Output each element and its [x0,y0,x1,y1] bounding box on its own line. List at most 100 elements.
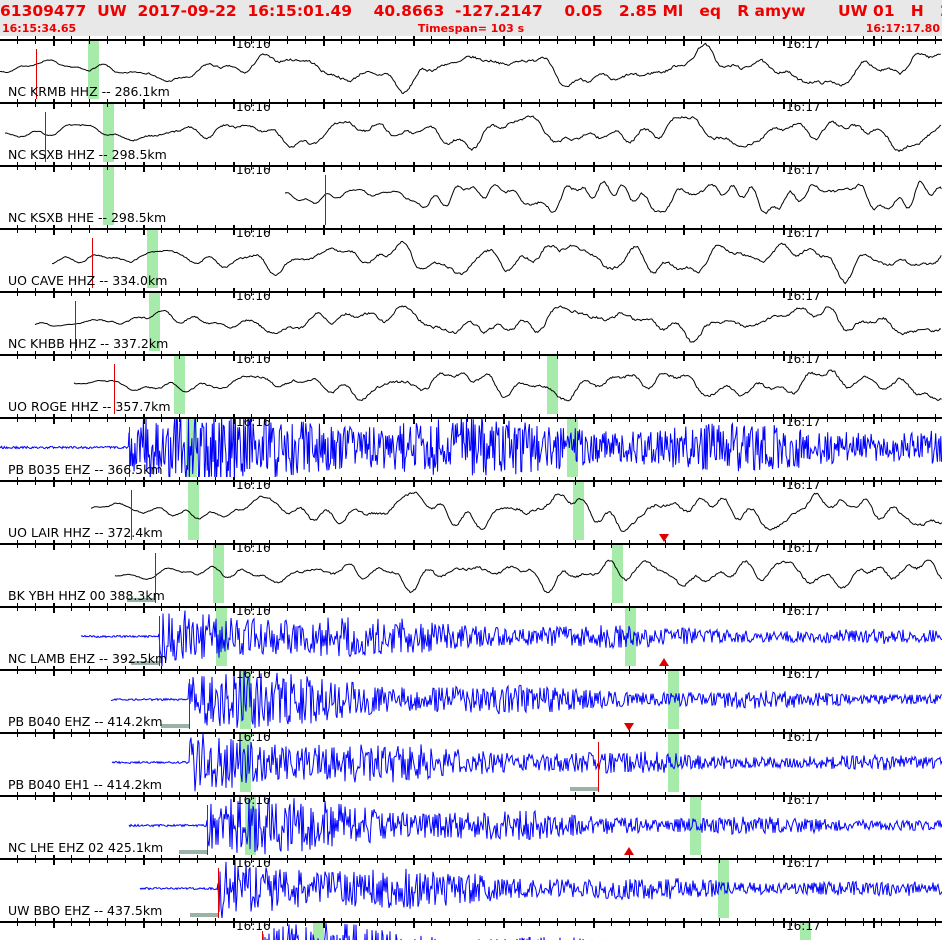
waveform-trace[interactable] [0,607,942,666]
axis-tick [251,288,252,296]
waveform-trace[interactable] [0,166,942,225]
axis-major-tick [413,792,415,802]
waveform-trace[interactable] [0,733,942,792]
axis-tick [899,477,900,485]
waveform-trace[interactable] [0,418,942,477]
waveform-trace[interactable] [0,229,942,288]
station-channel-label: NC KSXB HHZ -- 298.5km [8,147,167,162]
axis-major-tick [323,729,325,739]
axis-tick [827,729,828,737]
axis-tick [845,288,846,296]
axis-tick [359,855,360,863]
axis-tick [377,36,378,44]
axis-tick [89,225,90,233]
time-axis [0,414,942,424]
axis-tick [539,792,540,800]
axis-tick [845,225,846,233]
axis-tick [125,477,126,485]
axis-tick [251,351,252,359]
axis-tick [287,792,288,800]
waveform-trace[interactable] [0,355,942,414]
axis-tick [467,792,468,800]
axis-tick [863,36,864,44]
axis-tick [161,477,162,485]
axis-tick [35,729,36,737]
axis-time-label: 16:16 [236,604,271,618]
axis-tick [107,729,108,737]
axis-tick [665,540,666,548]
axis-tick [35,792,36,800]
axis-time-label: 16:17 [786,415,821,429]
axis-tick [755,603,756,611]
waveform-trace[interactable] [0,103,942,162]
axis-tick [179,99,180,107]
axis-major-tick [233,99,235,109]
waveform-trace[interactable] [0,670,942,729]
axis-tick [395,36,396,44]
axis-tick [521,666,522,674]
axis-tick [773,36,774,44]
axis-tick [665,225,666,233]
axis-tick [827,99,828,107]
axis-tick [827,162,828,170]
axis-tick [485,792,486,800]
waveform-trace[interactable] [0,292,942,351]
axis-major-tick [143,162,145,172]
axis-tick [611,855,612,863]
axis-tick [611,603,612,611]
axis-major-tick [233,288,235,298]
axis-tick [629,477,630,485]
axis-major-tick [683,414,685,424]
axis-tick [647,288,648,296]
waveform-trace[interactable] [0,859,942,918]
axis-tick [215,351,216,359]
axis-tick [773,414,774,422]
axis-time-label: 16:16 [236,226,271,240]
axis-tick [341,855,342,863]
axis-tick [755,729,756,737]
axis-tick [737,414,738,422]
axis-tick [395,99,396,107]
axis-tick [377,225,378,233]
axis-major-tick [323,477,325,487]
waveform-trace[interactable] [0,40,942,99]
axis-tick [197,36,198,44]
axis-tick [521,603,522,611]
axis-tick [935,351,936,359]
axis-major-tick [873,603,875,613]
axis-tick [467,729,468,737]
axis-tick [935,666,936,674]
axis-tick [845,918,846,926]
axis-tick [377,351,378,359]
waveform-trace[interactable] [0,796,942,855]
axis-major-tick [593,99,595,109]
axis-tick [17,792,18,800]
axis-tick [611,477,612,485]
axis-major-tick [53,477,55,487]
axis-tick [773,288,774,296]
window-start-time: 16:15:34.65 [2,22,77,35]
waveform-trace[interactable] [0,481,942,540]
axis-tick [215,414,216,422]
axis-tick [575,792,576,800]
axis-tick [341,477,342,485]
axis-time-label: 16:17 [786,919,821,933]
waveform-trace[interactable] [0,544,942,603]
axis-tick [791,918,792,926]
